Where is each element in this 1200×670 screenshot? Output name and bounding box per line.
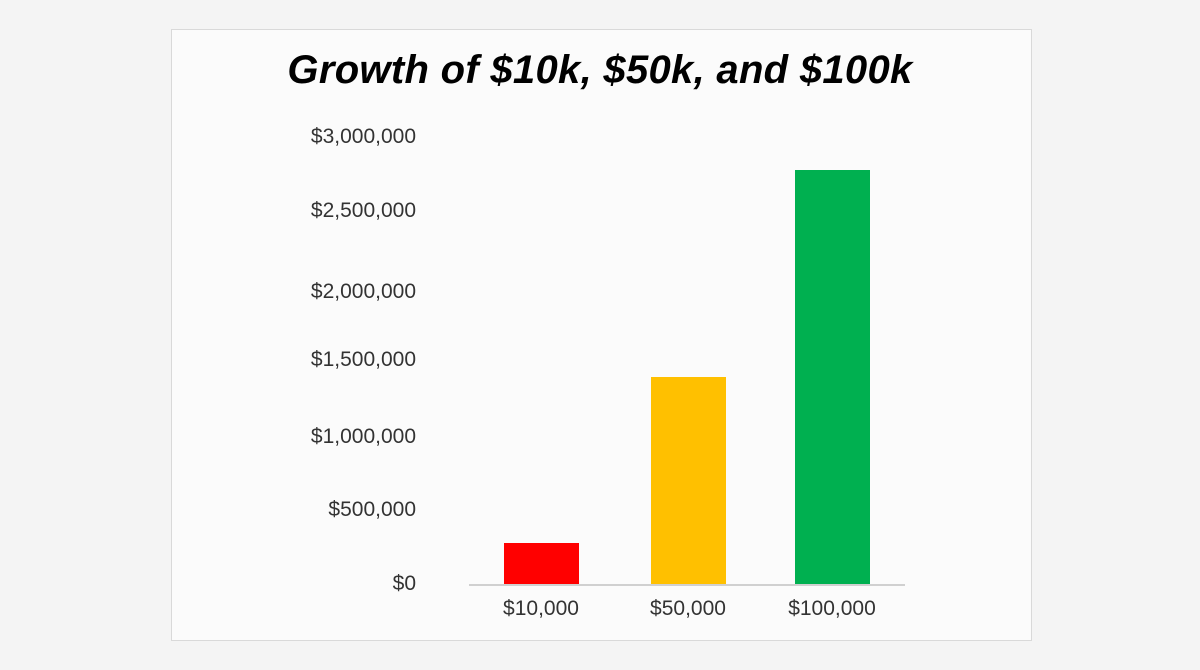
y-tick-0: $0: [392, 572, 416, 595]
bar-10000: [504, 542, 579, 584]
y-tick-500000: $500,000: [328, 498, 416, 521]
y-tick-3000000: $3,000,000: [310, 125, 416, 148]
chart-card: [171, 29, 1032, 641]
y-tick-2500000: $2,500,000: [310, 199, 416, 222]
chart-title: Growth of $10k, $50k, and $100k: [287, 48, 913, 92]
y-tick-1000000: $1,000,000: [310, 425, 416, 448]
y-tick-1500000: $1,500,000: [310, 348, 416, 371]
bar-50000: [651, 376, 726, 584]
x-tick-10000: $10,000: [503, 597, 579, 620]
x-tick-50000: $50,000: [650, 597, 726, 620]
bar-100000: [795, 169, 870, 584]
x-axis-line: [469, 584, 905, 586]
y-tick-2000000: $2,000,000: [310, 280, 416, 303]
x-tick-100000: $100,000: [788, 597, 876, 620]
